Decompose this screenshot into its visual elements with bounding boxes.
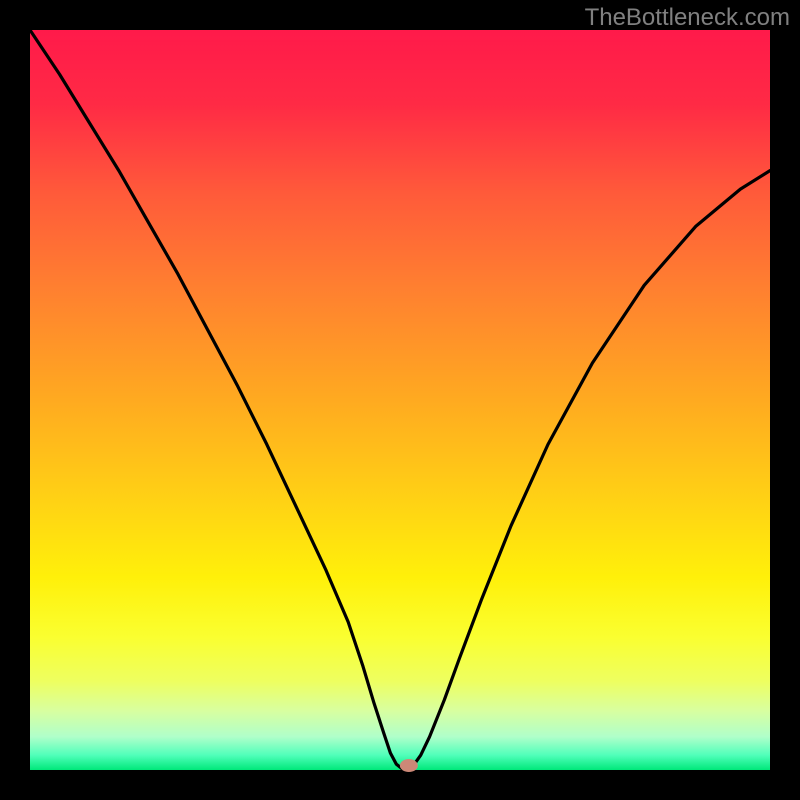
optimal-point-marker (400, 759, 418, 772)
watermark-text: TheBottleneck.com (585, 4, 790, 32)
plot-area (30, 30, 770, 770)
bottleneck-chart (0, 0, 800, 800)
chart-container: TheBottleneck.com (0, 0, 800, 800)
